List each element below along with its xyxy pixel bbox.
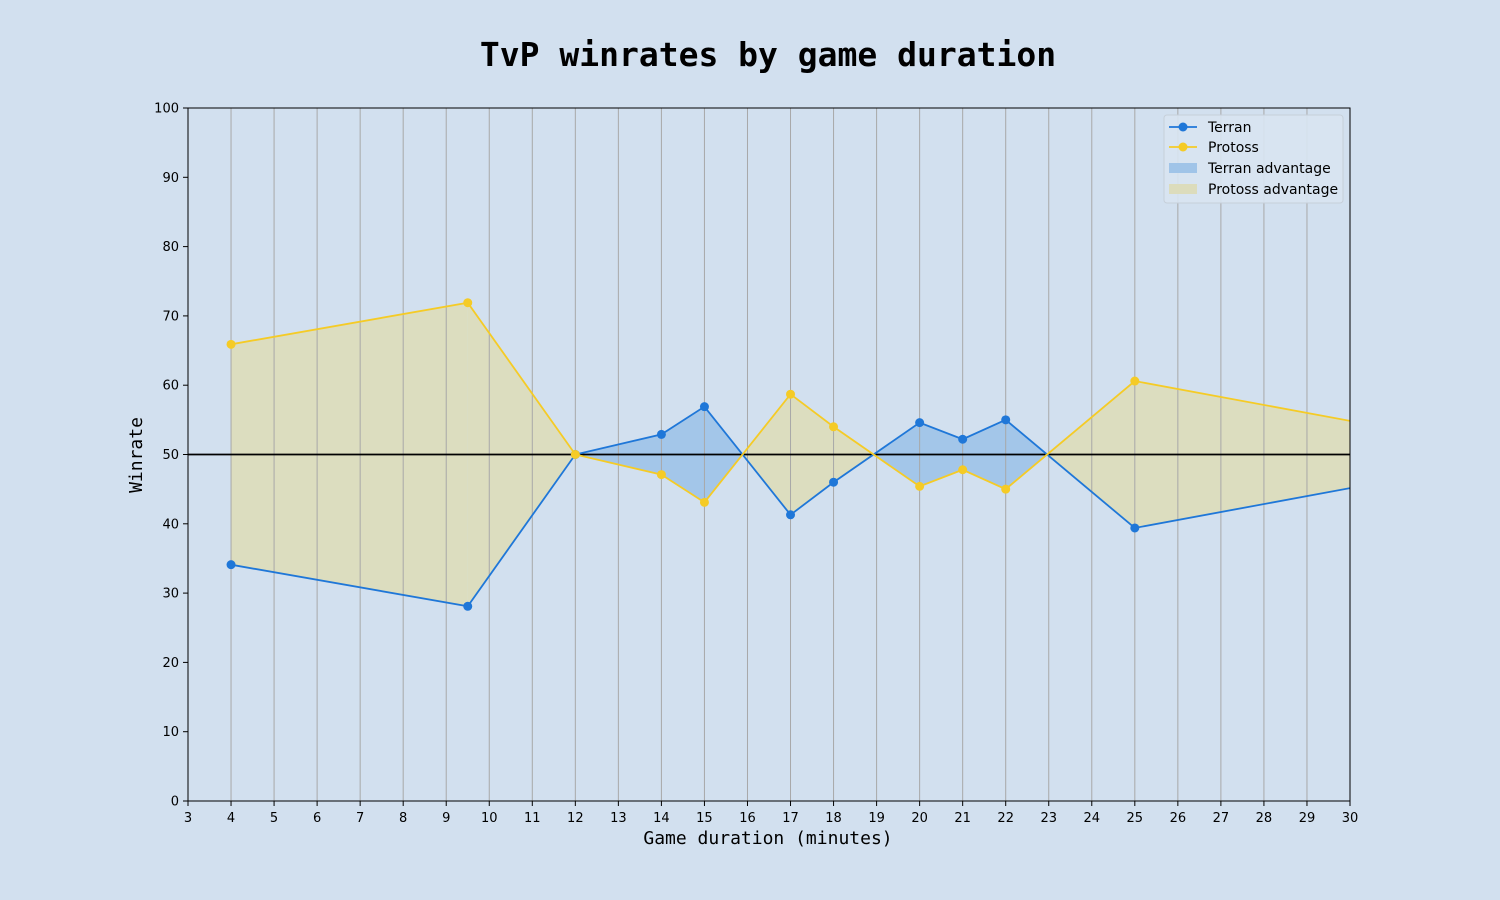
terran-line [230,405,1350,608]
legend: Terran Protoss Terran advantage Protoss adv… [1163,114,1344,204]
line-layer [226,298,1398,611]
x-tick-label-23: 23 [1040,811,1057,826]
x-tick-label-18: 18 [825,811,842,826]
protoss-point-4 [699,497,709,507]
y-tick-label-20: 20 [162,656,179,671]
x-tick-label-13: 13 [610,811,627,826]
protoss-line [230,301,1350,504]
protoss-point-6 [829,422,839,432]
legend-protoss-marker [1178,142,1188,152]
protoss-point-9 [1001,484,1011,494]
y-tick-label-10: 10 [162,725,179,740]
y-tick-label-50: 50 [162,448,179,463]
protoss-point-3 [656,470,666,480]
x-tick-label-14: 14 [653,811,670,826]
x-tick-label-22: 22 [997,811,1014,826]
x-axis-label: Game duration (minutes) [643,828,892,849]
legend-terran-advantage-swatch [1169,163,1197,173]
legend-terran-marker [1178,122,1188,132]
legend-terran-label: Terran [1207,120,1252,136]
legend-terran-advantage-label: Terran advantage [1207,161,1331,177]
x-tick-label-10: 10 [481,811,498,826]
x-tick-label-30: 30 [1342,811,1359,826]
x-tick-label-26: 26 [1170,811,1187,826]
y-tick-label-60: 60 [162,379,179,394]
terran-point-9 [1001,415,1011,425]
y-tick-label-0: 0 [171,795,179,810]
x-tick-label-4: 4 [227,811,235,826]
x-tick-label-21: 21 [954,811,971,826]
x-tick-label-16: 16 [739,811,756,826]
x-tick-label-3: 3 [184,811,192,826]
x-tick-label-27: 27 [1213,811,1230,826]
protoss-point-8 [958,465,968,475]
x-tick-label-7: 7 [356,811,364,826]
terran-point-3 [656,429,666,439]
x-tick-label-9: 9 [442,811,450,826]
terran-point-10 [1130,523,1140,533]
x-tick-label-6: 6 [313,811,321,826]
chart-title: TvP winrates by game duration [480,35,1056,74]
y-tick-label-80: 80 [162,240,179,255]
x-tick-label-19: 19 [868,811,885,826]
x-tick-label-29: 29 [1299,811,1316,826]
x-tick-label-11: 11 [524,811,541,826]
x-tick-label-25: 25 [1127,811,1144,826]
x-tick-label-8: 8 [399,811,407,826]
y-tick-label-70: 70 [162,309,179,324]
x-tick-label-15: 15 [696,811,713,826]
protoss-point-2 [570,450,580,459]
x-tick-label-12: 12 [567,811,584,826]
protoss-point-10 [1130,376,1140,386]
legend-protoss-advantage-label: Protoss advantage [1208,182,1338,198]
terran-point-6 [829,477,839,487]
terran-point-11 [1389,476,1398,485]
terran-point-0 [226,560,236,570]
legend-box [1163,114,1344,204]
x-tick-label-24: 24 [1084,811,1101,826]
x-tick-label-28: 28 [1256,811,1273,826]
x-tick-label-20: 20 [911,811,928,826]
protoss-point-7 [915,481,925,491]
grid-layer [188,108,1350,801]
y-tick-label-90: 90 [162,171,179,186]
legend-protoss-advantage-swatch [1169,184,1197,194]
protoss-point-1 [463,298,473,308]
legend-protoss-label: Protoss [1208,140,1259,156]
x-tick-label-17: 17 [782,811,799,826]
y-axis-label: Winrate [126,417,147,493]
x-tick-label-5: 5 [270,811,278,826]
protoss-point-5 [786,389,796,399]
axis-layer: 3 4 5 6 7 8 9 10 11 12 13 14 15 16 17 18 19 20 21 22 23 24 25 2… [154,102,1358,827]
protoss-point-11 [1389,424,1398,433]
y-tick-label-100: 100 [154,102,179,117]
terran-point-8 [958,434,968,444]
terran-point-5 [786,510,796,520]
y-tick-label-40: 40 [162,517,179,532]
terran-point-7 [915,418,925,428]
terran-point-1 [463,601,473,611]
y-tick-label-30: 30 [162,587,179,602]
protoss-point-0 [226,339,236,349]
terran-point-4 [699,402,709,412]
